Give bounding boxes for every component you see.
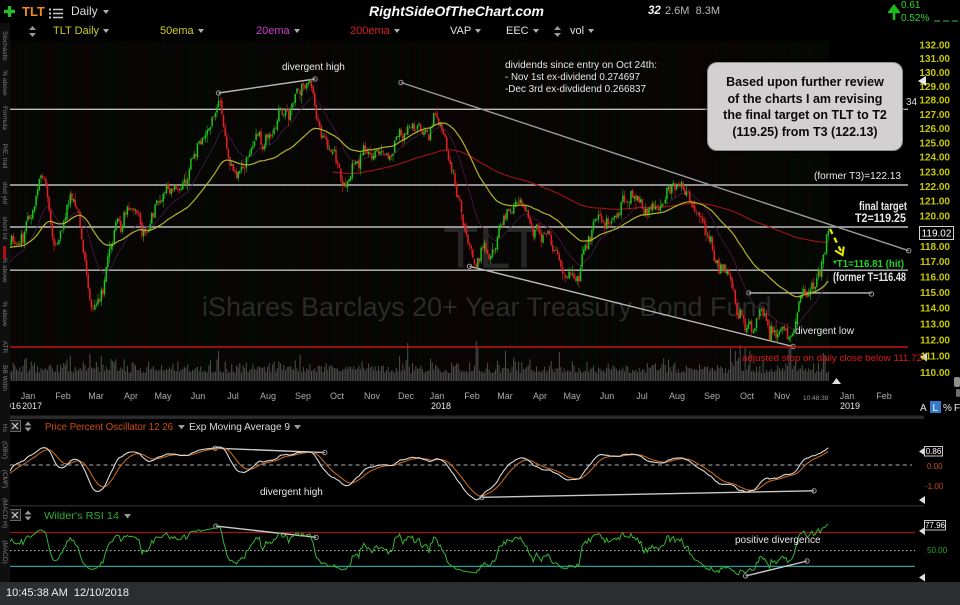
- svg-text:Jul: Jul: [636, 391, 648, 401]
- svg-text:Wilder's RSI 14: Wilder's RSI 14: [44, 510, 119, 522]
- svg-text:% above: % above: [1, 301, 8, 327]
- svg-text:123.00: 123.00: [919, 167, 950, 178]
- svg-text:111.00: 111.00: [921, 352, 951, 363]
- svg-text:115.00: 115.00: [920, 288, 950, 299]
- svg-text:T2=119.25: T2=119.25: [855, 213, 907, 225]
- svg-text:Nov: Nov: [774, 391, 791, 401]
- svg-text:119.02: 119.02: [922, 229, 952, 240]
- svg-text:%: %: [943, 403, 952, 414]
- svg-text:- Nov 1st ex-dividend 0.274697: - Nov 1st ex-dividend 0.274697: [505, 72, 640, 83]
- svg-text:(CMF): (CMF): [1, 470, 8, 488]
- svg-text:121.00: 121.00: [919, 197, 950, 208]
- svg-text:(former T3)=122.13: (former T3)=122.13: [814, 171, 901, 182]
- svg-text:124.00: 124.00: [919, 153, 950, 164]
- svg-text:May: May: [154, 391, 172, 401]
- svg-text:Jan: Jan: [21, 391, 36, 401]
- svg-text:% above: % above: [1, 257, 8, 283]
- svg-text:dividends since entry on Oct 2: dividends since entry on Oct 24th:: [505, 60, 657, 71]
- svg-text:P/E, trail: P/E, trail: [1, 144, 8, 169]
- svg-text:*T1=116.81 (hit): *T1=116.81 (hit): [833, 258, 904, 270]
- svg-text:110.00: 110.00: [920, 368, 950, 379]
- svg-text:129.00: 129.00: [919, 82, 950, 93]
- svg-text:Jun: Jun: [191, 391, 206, 401]
- svg-text:short int: short int: [1, 216, 8, 239]
- svg-text:0.00: 0.00: [927, 462, 943, 471]
- svg-text:Mar: Mar: [88, 391, 104, 401]
- svg-text:Exp Moving Average 9: Exp Moving Average 9: [189, 421, 290, 433]
- svg-text:Price Percent Oscillator 12 26: Price Percent Oscillator 12 26: [45, 421, 173, 433]
- svg-text:Sep: Sep: [295, 391, 311, 401]
- svg-text:Oct: Oct: [740, 391, 755, 401]
- svg-text:125.00: 125.00: [919, 138, 950, 149]
- svg-text:divergent low: divergent low: [795, 326, 855, 337]
- svg-text:114.00: 114.00: [920, 304, 950, 315]
- svg-text:divergent high: divergent high: [260, 487, 323, 498]
- svg-text:132.00: 132.00: [919, 41, 950, 52]
- svg-text:50.00: 50.00: [927, 546, 948, 555]
- svg-text:Jul: Jul: [227, 391, 239, 401]
- svg-text:126.00: 126.00: [919, 124, 950, 135]
- svg-text:34: 34: [906, 97, 918, 108]
- svg-text:ATR: ATR: [1, 341, 8, 354]
- svg-text:(OBV): (OBV): [1, 441, 8, 459]
- svg-text:Formula: Formula: [1, 106, 8, 130]
- svg-text:divd yld: divd yld: [1, 182, 8, 204]
- svg-text:113.00: 113.00: [920, 320, 950, 331]
- svg-text:L: L: [933, 403, 939, 414]
- svg-text:Apr: Apr: [533, 391, 547, 401]
- svg-text:Jan: Jan: [430, 391, 445, 401]
- svg-text:Hs: Hs: [1, 424, 8, 433]
- svg-text:77.96: 77.96: [925, 521, 946, 530]
- svg-text:positive divergence: positive divergence: [735, 535, 821, 546]
- svg-text:A: A: [920, 403, 927, 414]
- svg-text:Aug: Aug: [260, 391, 276, 401]
- svg-text:% above: % above: [1, 70, 8, 96]
- svg-text:Feb: Feb: [876, 391, 892, 401]
- svg-text:2019: 2019: [840, 401, 860, 411]
- svg-text:iShares Barclays 20+ Year Trea: iShares Barclays 20+ Year Treasury Bond …: [202, 292, 772, 322]
- svg-text:Stochastic: Stochastic: [1, 31, 8, 62]
- svg-text:118.00: 118.00: [920, 242, 950, 253]
- svg-text:112.00: 112.00: [920, 335, 950, 346]
- svg-text:BB Wdth: BB Wdth: [1, 365, 8, 391]
- svg-text:Feb: Feb: [464, 391, 480, 401]
- svg-text:Aug: Aug: [669, 391, 685, 401]
- svg-text:130.00: 130.00: [919, 68, 950, 79]
- svg-text:adjusted stop on daily close b: adjusted stop on daily close below 111.7…: [742, 353, 922, 364]
- svg-text:2017: 2017: [22, 401, 42, 411]
- svg-text:Dec: Dec: [398, 391, 415, 401]
- svg-text:116.00: 116.00: [920, 272, 950, 283]
- svg-text:(former T=116.48: (former T=116.48: [833, 272, 906, 284]
- svg-text:divergent high: divergent high: [282, 62, 345, 73]
- svg-text:10:48:39: 10:48:39: [803, 395, 829, 402]
- svg-text:117.00: 117.00: [920, 257, 950, 268]
- svg-text:final target: final target: [859, 201, 907, 213]
- svg-text:Mar: Mar: [497, 391, 513, 401]
- svg-text:120.00: 120.00: [919, 212, 950, 223]
- svg-text:0.86: 0.86: [926, 447, 942, 456]
- svg-text:May: May: [563, 391, 581, 401]
- svg-text:Sep: Sep: [704, 391, 720, 401]
- svg-text:Feb: Feb: [55, 391, 71, 401]
- svg-text:(MACD): (MACD): [1, 540, 8, 563]
- svg-text:122.00: 122.00: [919, 182, 950, 193]
- svg-text:-1.00: -1.00: [925, 482, 944, 491]
- svg-text:-Dec 3rd ex-divdidend 0.266837: -Dec 3rd ex-divdidend 0.266837: [505, 84, 646, 95]
- svg-text:2016: 2016: [1, 401, 21, 411]
- svg-text:131.00: 131.00: [919, 54, 950, 65]
- svg-text:Jun: Jun: [600, 391, 615, 401]
- svg-text:2018: 2018: [431, 401, 451, 411]
- svg-text:Jan: Jan: [840, 391, 855, 401]
- svg-text:128.00: 128.00: [919, 96, 950, 107]
- svg-text:127.00: 127.00: [919, 110, 950, 121]
- svg-text:Apr: Apr: [124, 391, 138, 401]
- svg-text:Oct: Oct: [330, 391, 345, 401]
- svg-text:Nov: Nov: [364, 391, 381, 401]
- svg-text:F: F: [954, 403, 960, 414]
- svg-text:(MACD H): (MACD H): [1, 498, 8, 528]
